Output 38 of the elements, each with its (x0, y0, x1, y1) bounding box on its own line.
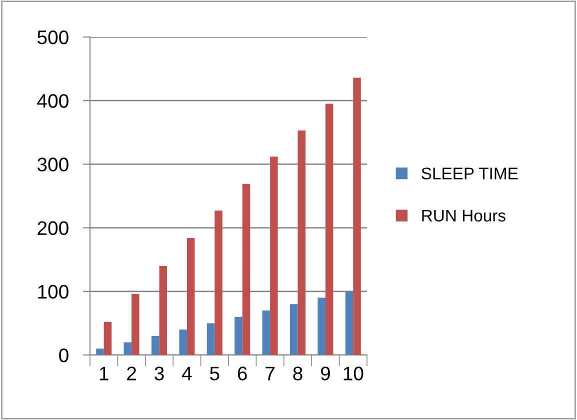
y-tick-label: 500 (38, 30, 68, 44)
x-tick-label: 4 (182, 366, 192, 380)
x-tick-label: 7 (266, 366, 274, 380)
bar (298, 130, 306, 355)
bar (96, 348, 104, 355)
x-tick-label: 5 (210, 366, 220, 380)
y-tick-label: 0 (59, 348, 68, 362)
bar (159, 266, 168, 355)
x-tick-label: 2 (127, 366, 136, 380)
x-tick-label: 1 (100, 366, 108, 380)
bar (290, 304, 298, 355)
bar (318, 298, 326, 355)
bar (151, 336, 160, 355)
bar (242, 184, 250, 355)
bar (345, 291, 354, 355)
x-tick-label: 8 (293, 366, 302, 380)
bar (234, 316, 242, 355)
y-tick-label: 400 (37, 94, 68, 108)
bar (104, 322, 112, 355)
y-tick-label: 100 (38, 284, 68, 299)
x-tick-label: 10 (344, 366, 364, 380)
y-tick-label: 200 (38, 221, 68, 236)
x-tick-label: 6 (238, 366, 247, 380)
bar (124, 342, 132, 355)
bar (179, 330, 187, 355)
x-tick-label: 3 (154, 366, 164, 380)
bar (353, 78, 361, 355)
y-tick-label: 300 (37, 158, 68, 172)
bar (186, 238, 195, 355)
bar (262, 310, 270, 355)
legend-label: RUN Hours (422, 210, 506, 222)
bar (132, 294, 140, 355)
bar (206, 323, 215, 355)
bar (325, 104, 334, 355)
x-tick-label: 9 (320, 366, 330, 380)
bar (270, 156, 278, 355)
legend-label: SLEEP TIME (422, 168, 518, 180)
bar (214, 210, 222, 355)
